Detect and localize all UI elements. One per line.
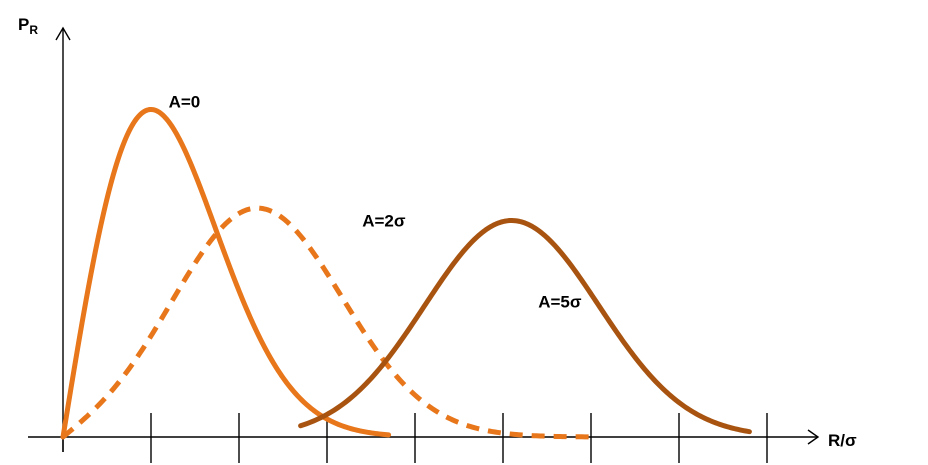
series-label-1: A=0 [169,93,201,112]
y-axis-label: PR [18,15,38,37]
axes [28,26,820,463]
series-line-2 [61,205,592,440]
series-layer [60,106,752,440]
x-axis-arrow [807,429,820,445]
y-axis-label-subscript: R [29,23,38,37]
x-ticks [62,413,768,463]
series-label-2: A=2σ [362,211,406,230]
x-axis-label: R/σ [828,431,857,450]
series-line-1 [60,106,392,440]
series-line-3 [298,218,752,435]
series-label-3: A=5σ [538,292,582,311]
y-axis-label-main: P [18,15,29,34]
y-axis-arrow [55,26,71,41]
labels-layer: PR R/σ A=0 A=2σ A=5σ [18,15,857,450]
